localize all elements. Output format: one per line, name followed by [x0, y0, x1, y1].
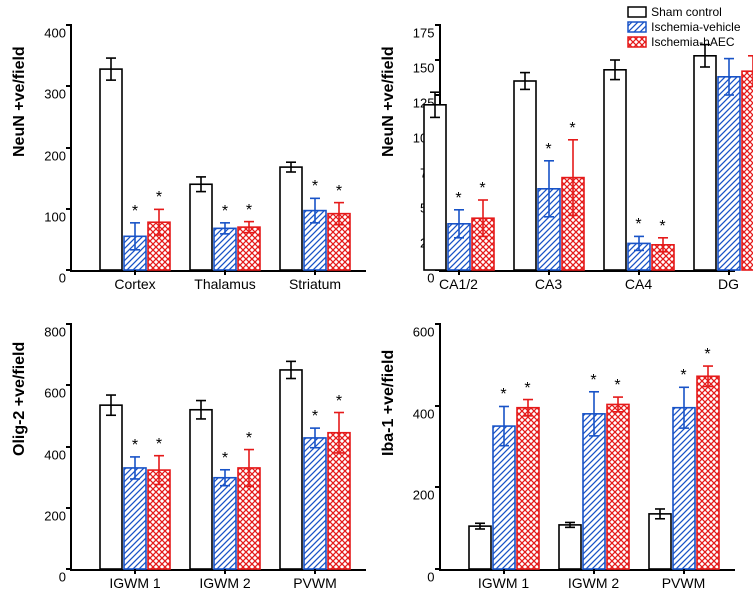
significance-marker: * — [500, 386, 506, 404]
bar-haec — [517, 408, 539, 569]
significance-marker: * — [132, 203, 138, 221]
panel-C: Olig-2 +ve/field0200400600800IGWM 1**IGW… — [10, 309, 374, 604]
xcat-label: PVWM — [293, 575, 337, 591]
ytick-label: 400 — [413, 406, 435, 421]
bar-haec — [697, 376, 719, 569]
bar-sham — [280, 167, 302, 270]
legend-item: Ischemia-vehicle — [627, 20, 740, 34]
significance-marker: * — [222, 203, 228, 221]
bar-sham — [280, 370, 302, 569]
ytick-label: 400 — [44, 26, 66, 41]
bar-vehicle — [583, 414, 605, 569]
significance-marker: * — [545, 141, 551, 159]
bar-haec — [607, 404, 629, 569]
bar-vehicle — [718, 77, 740, 270]
significance-marker: * — [336, 393, 342, 411]
ytick-label: 600 — [413, 325, 435, 340]
significance-marker: * — [479, 180, 485, 198]
bar-sham — [469, 526, 491, 569]
legend-item: Ischemia-hAEC — [627, 35, 740, 49]
xcat-label: Cortex — [114, 276, 155, 292]
xcat-label: IGWM 1 — [478, 575, 529, 591]
bar-vehicle — [214, 478, 236, 569]
panel-A: NeuN +ve/field0100200300400Cortex**Thala… — [10, 10, 374, 305]
xcat-label: IGWM 1 — [109, 575, 160, 591]
ytick-label: 0 — [427, 570, 434, 585]
xcat-label: IGWM 2 — [568, 575, 619, 591]
bar-sham — [649, 514, 671, 569]
bar-sham — [424, 105, 446, 270]
ytick-label: 400 — [44, 447, 66, 462]
bar-haec — [742, 71, 753, 270]
significance-marker: * — [312, 408, 318, 426]
legend-item: Sham control — [627, 5, 740, 19]
xcat-label: Thalamus — [194, 276, 255, 292]
chart-area: CA1/2**CA3**CA4**DG — [439, 25, 735, 272]
bar-sham — [190, 184, 212, 270]
bar-vehicle — [124, 468, 146, 569]
significance-marker: * — [246, 430, 252, 448]
xcat-label: PVWM — [662, 575, 706, 591]
significance-marker: * — [590, 372, 596, 390]
chart-area: IGWM 1**IGWM 2**PVWM** — [439, 324, 735, 571]
bar-vehicle — [673, 408, 695, 569]
legend-label: Ischemia-vehicle — [651, 20, 740, 34]
ytick-label: 100 — [44, 209, 66, 224]
panel-B: NeuN +ve/field0255075100125150175CA1/2**… — [379, 10, 743, 305]
ytick-label: 200 — [44, 508, 66, 523]
significance-marker: * — [704, 346, 710, 364]
significance-marker: * — [635, 216, 641, 234]
ytick-label: 175 — [413, 26, 435, 41]
ytick-label: 600 — [44, 386, 66, 401]
significance-marker: * — [614, 377, 620, 395]
ytick-label: 0 — [427, 271, 434, 286]
ytick-label: 200 — [413, 488, 435, 503]
ytick-label: 800 — [44, 325, 66, 340]
ytick-label: 300 — [44, 87, 66, 102]
figure-grid: NeuN +ve/field0100200300400Cortex**Thala… — [10, 10, 743, 604]
significance-marker: * — [659, 218, 665, 236]
xcat-label: CA4 — [625, 276, 652, 292]
xcat-label: Striatum — [289, 276, 341, 292]
xcat-label: CA3 — [535, 276, 562, 292]
bar-sham — [190, 410, 212, 569]
chart-area: Cortex**Thalamus**Striatum** — [70, 25, 366, 272]
significance-marker: * — [156, 189, 162, 207]
ytick-label: 0 — [59, 570, 66, 585]
bar-sham — [514, 81, 536, 270]
legend-label: Ischemia-hAEC — [651, 35, 734, 49]
bar-vehicle — [304, 438, 326, 569]
bar-sham — [559, 525, 581, 569]
bar-haec — [238, 227, 260, 270]
bar-sham — [100, 405, 122, 569]
significance-marker: * — [455, 190, 461, 208]
legend: Sham controlIschemia-vehicleIschemia-hAE… — [627, 5, 740, 50]
significance-marker: * — [132, 437, 138, 455]
bar-sham — [604, 70, 626, 270]
xcat-label: DG — [718, 276, 739, 292]
significance-marker: * — [222, 450, 228, 468]
significance-marker: * — [246, 202, 252, 220]
significance-marker: * — [156, 436, 162, 454]
panel-D: Iba-1 +ve/field0200400600IGWM 1**IGWM 2*… — [379, 309, 743, 604]
xcat-label: CA1/2 — [439, 276, 478, 292]
legend-label: Sham control — [651, 5, 722, 19]
ytick-label: 200 — [44, 148, 66, 163]
ytick-label: 0 — [59, 271, 66, 286]
significance-marker: * — [336, 183, 342, 201]
significance-marker: * — [524, 380, 530, 398]
bar-sham — [694, 56, 716, 270]
bar-vehicle — [493, 426, 515, 569]
bar-sham — [100, 69, 122, 270]
significance-marker: * — [312, 178, 318, 196]
significance-marker: * — [569, 120, 575, 138]
xcat-label: IGWM 2 — [199, 575, 250, 591]
chart-area: IGWM 1**IGWM 2**PVWM** — [70, 324, 366, 571]
ytick-label: 150 — [413, 61, 435, 76]
significance-marker: * — [680, 367, 686, 385]
